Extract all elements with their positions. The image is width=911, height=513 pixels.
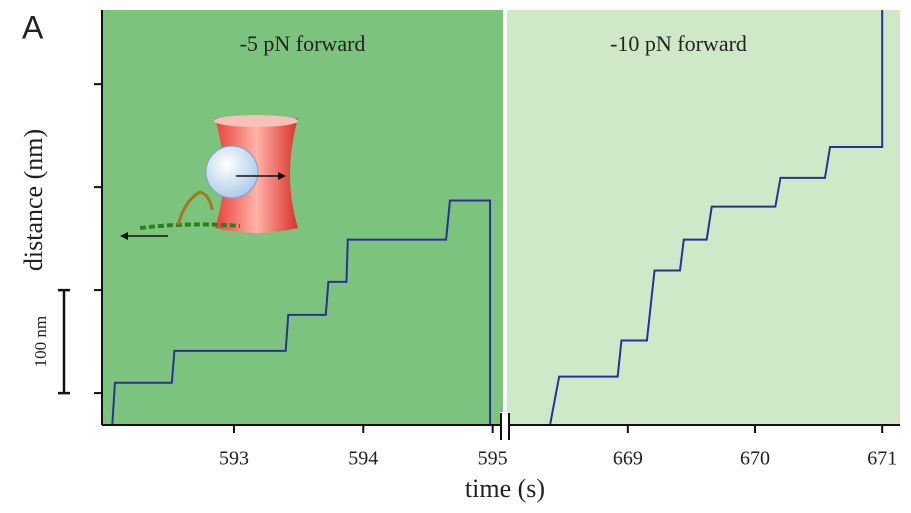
panel-label: A bbox=[22, 9, 44, 45]
panel-background bbox=[507, 10, 900, 425]
x-tick-label: 593 bbox=[219, 448, 249, 470]
y-axis-label: distance (nm) bbox=[19, 129, 48, 271]
trace bbox=[549, 10, 884, 425]
scale-bar-label: 100 nm bbox=[31, 316, 50, 367]
motor bbox=[176, 190, 214, 226]
trace bbox=[111, 199, 492, 425]
arrow-head bbox=[278, 172, 286, 180]
annotation: -10 pN forward bbox=[610, 31, 747, 56]
scale-bar bbox=[58, 288, 70, 395]
x-tick-label: 671 bbox=[867, 448, 897, 470]
axes: 593 594 595 distance (nm) time (s) 100 nm 669 6… bbox=[19, 10, 900, 503]
x-axis-label: time (s) bbox=[465, 474, 545, 503]
dna bbox=[139, 222, 241, 230]
x-tick-label: 669 bbox=[613, 448, 643, 470]
bead bbox=[205, 145, 259, 199]
panel-background bbox=[102, 10, 503, 425]
x-tick-label: 594 bbox=[348, 448, 378, 470]
x-tick-label: 670 bbox=[740, 448, 770, 470]
plot bbox=[111, 10, 884, 425]
trap-illustration bbox=[120, 115, 298, 240]
axis-break-gap bbox=[500, 412, 510, 442]
annotation: -5 pN forward bbox=[240, 31, 366, 56]
arrow-head bbox=[120, 232, 128, 240]
backgrounds: -5 pN forward -10 pN forward bbox=[102, 10, 900, 425]
trap-top bbox=[214, 115, 298, 127]
x-tick-label: 595 bbox=[478, 448, 508, 470]
